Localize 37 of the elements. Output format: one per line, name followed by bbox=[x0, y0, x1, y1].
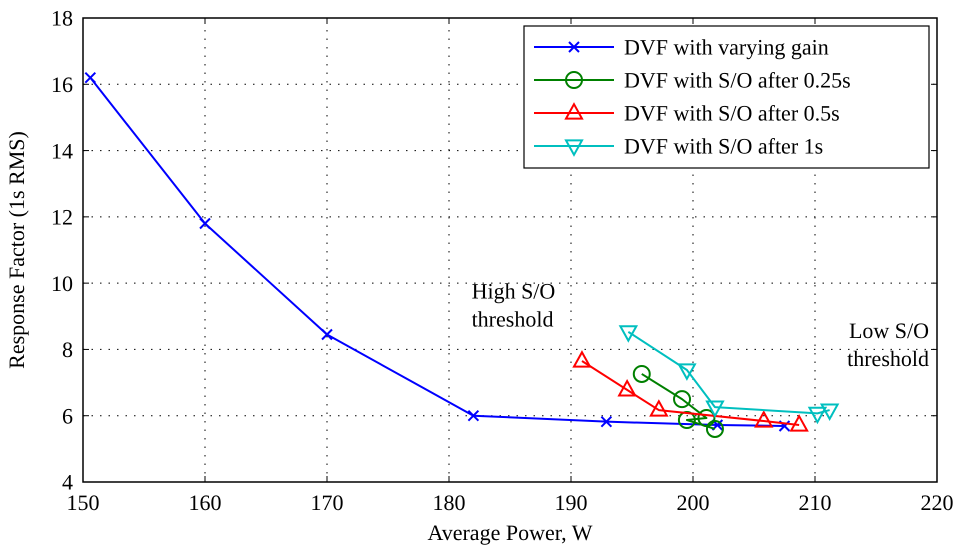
point bbox=[199, 217, 211, 230]
point bbox=[820, 403, 839, 420]
y-tick-label: 12 bbox=[51, 204, 73, 230]
point bbox=[697, 409, 716, 428]
point bbox=[84, 72, 96, 84]
x-tick-label: 200 bbox=[676, 490, 710, 515]
y-tick-label: 6 bbox=[62, 403, 73, 428]
y-tick-label: 14 bbox=[51, 138, 73, 164]
point bbox=[778, 420, 790, 432]
point bbox=[467, 410, 480, 422]
point bbox=[678, 411, 696, 430]
point bbox=[754, 411, 773, 428]
annotation: High S/O threshold bbox=[472, 278, 556, 332]
point bbox=[706, 420, 724, 438]
x-axis-title: Average Power, W bbox=[427, 520, 593, 545]
x-tick-label: 160 bbox=[188, 490, 222, 515]
point bbox=[790, 415, 808, 432]
y-tick-label: 18 bbox=[51, 6, 73, 31]
legend-label: DVF with varying gain bbox=[624, 34, 829, 60]
y-tick-label: 10 bbox=[51, 270, 73, 296]
legend-label: DVF with S/O after 0.5s bbox=[624, 100, 840, 126]
legend-label: DVF with S/O after 0.25s bbox=[624, 68, 851, 93]
point bbox=[706, 400, 724, 417]
x-tick-label: 210 bbox=[798, 490, 832, 515]
x-tick-label: 190 bbox=[554, 490, 588, 515]
x-tick-label: 220 bbox=[920, 490, 954, 515]
annotation: Low S/O threshold bbox=[847, 318, 929, 372]
y-tick-label: 8 bbox=[62, 337, 73, 362]
point bbox=[673, 390, 692, 408]
point bbox=[632, 364, 651, 383]
point bbox=[321, 328, 333, 341]
point bbox=[600, 416, 612, 428]
y-axis-title: Response Factor (1s RMS) bbox=[4, 131, 29, 369]
legend-label: DVF with S/O after 1s bbox=[624, 134, 824, 159]
x-tick-label: 180 bbox=[432, 490, 466, 515]
x-tick-label: 170 bbox=[310, 490, 344, 515]
y-tick-label: 16 bbox=[51, 72, 73, 97]
